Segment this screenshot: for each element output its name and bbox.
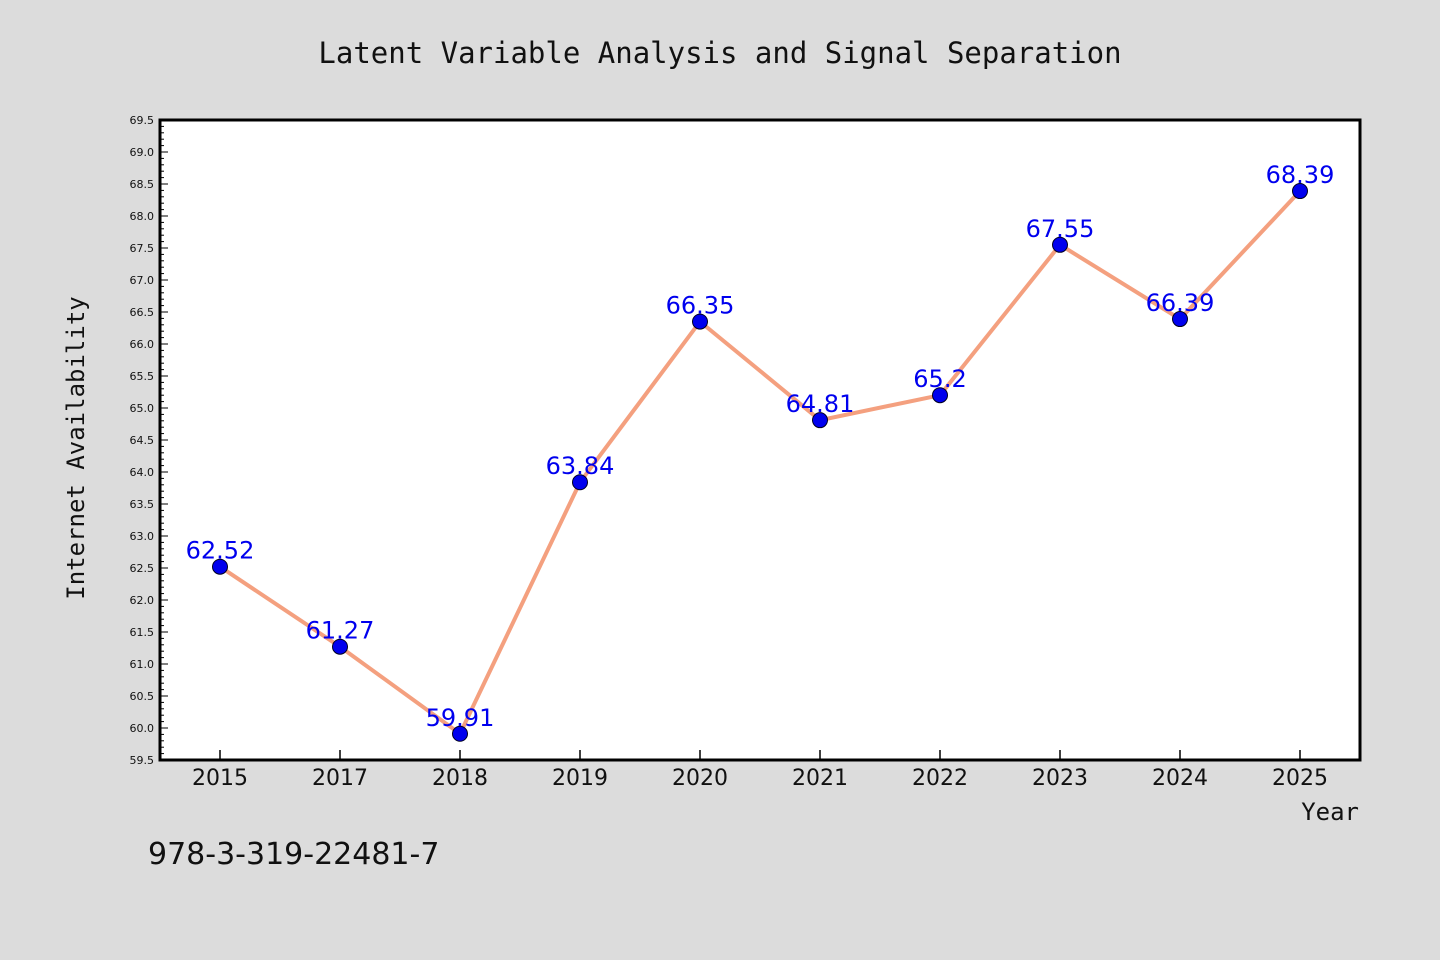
series-line <box>218 189 1302 737</box>
data-label: 65.2 <box>913 365 966 393</box>
y-tick-label: 69.0 <box>130 146 155 159</box>
data-label: 62.52 <box>186 537 255 565</box>
data-point <box>932 387 948 404</box>
x-tick-label: 2024 <box>1152 766 1208 791</box>
chart-title: Latent Variable Analysis and Signal Sepa… <box>318 36 1121 70</box>
data-labels: 62.52 61.27 59.91 63.84 66.35 64.81 65.2 67.55 6… <box>186 161 1335 732</box>
data-point <box>332 638 348 655</box>
x-tick-label: 2022 <box>912 766 968 791</box>
plot-area <box>158 118 1362 762</box>
data-point <box>692 313 708 330</box>
x-tick-label: 2025 <box>1272 766 1328 791</box>
x-tick-label: 2019 <box>552 766 608 791</box>
y-tick-label: 67.5 <box>130 242 155 255</box>
data-label: 66.35 <box>666 292 735 320</box>
x-tick-label: 2018 <box>432 766 488 791</box>
y-tick-label: 65.5 <box>130 370 155 383</box>
y-tick-label: 69.5 <box>130 114 155 127</box>
y-tick-label: 68.5 <box>130 178 155 191</box>
y-tick-label: 60.0 <box>130 722 155 735</box>
x-tick-label: 2020 <box>672 766 728 791</box>
data-label: 59.91 <box>426 704 495 732</box>
y-tick-label: 68.0 <box>130 210 155 223</box>
data-label: 64.81 <box>786 390 855 418</box>
data-point <box>812 412 828 429</box>
y-tick-label: 66.0 <box>130 338 155 351</box>
y-tick-label: 62.0 <box>130 594 155 607</box>
y-tick-label: 61.5 <box>130 626 155 639</box>
y-tick-label: 66.5 <box>130 306 155 319</box>
data-point <box>572 474 588 491</box>
y-tick-label: 67.0 <box>130 274 155 287</box>
y-axis-label: Internet Availability <box>62 296 90 599</box>
y-tick-label: 62.5 <box>130 562 155 575</box>
data-label: 68.39 <box>1266 161 1335 189</box>
y-tick-label: 60.5 <box>130 690 155 703</box>
x-tick-label: 2021 <box>792 766 848 791</box>
x-axis-ticks: 2015 2017 2018 2019 2020 2021 2022 2023 2024 2025 <box>192 750 1328 791</box>
data-point <box>1292 183 1308 200</box>
data-label: 67.55 <box>1026 215 1095 243</box>
y-tick-label: 61.0 <box>130 658 155 671</box>
y-tick-label: 64.5 <box>130 434 155 447</box>
data-point <box>1172 311 1188 328</box>
data-label: 61.27 <box>306 617 375 645</box>
y-tick-label: 63.0 <box>130 530 155 543</box>
isbn-annotation: 978-3-319-22481-7 <box>148 837 439 872</box>
y-tick-label: 65.0 <box>130 402 155 415</box>
data-point <box>1052 236 1068 253</box>
data-point <box>212 558 228 575</box>
data-point <box>452 725 468 742</box>
x-tick-label: 2023 <box>1032 766 1088 791</box>
data-label: 63.84 <box>546 452 615 480</box>
y-axis-ticks: 59.5 60.0 60.5 61.0 61.5 62.0 62.5 63.0 63.5 64.0… <box>130 114 168 767</box>
y-tick-label: 59.5 <box>130 754 155 767</box>
data-label: 66.39 <box>1146 289 1215 317</box>
y-tick-label: 64.0 <box>130 466 155 479</box>
x-tick-label: 2017 <box>312 766 368 791</box>
x-tick-label: 2015 <box>192 766 248 791</box>
data-markers <box>212 183 1308 742</box>
x-axis-label: Year <box>1301 798 1359 826</box>
y-tick-label: 63.5 <box>130 498 155 511</box>
